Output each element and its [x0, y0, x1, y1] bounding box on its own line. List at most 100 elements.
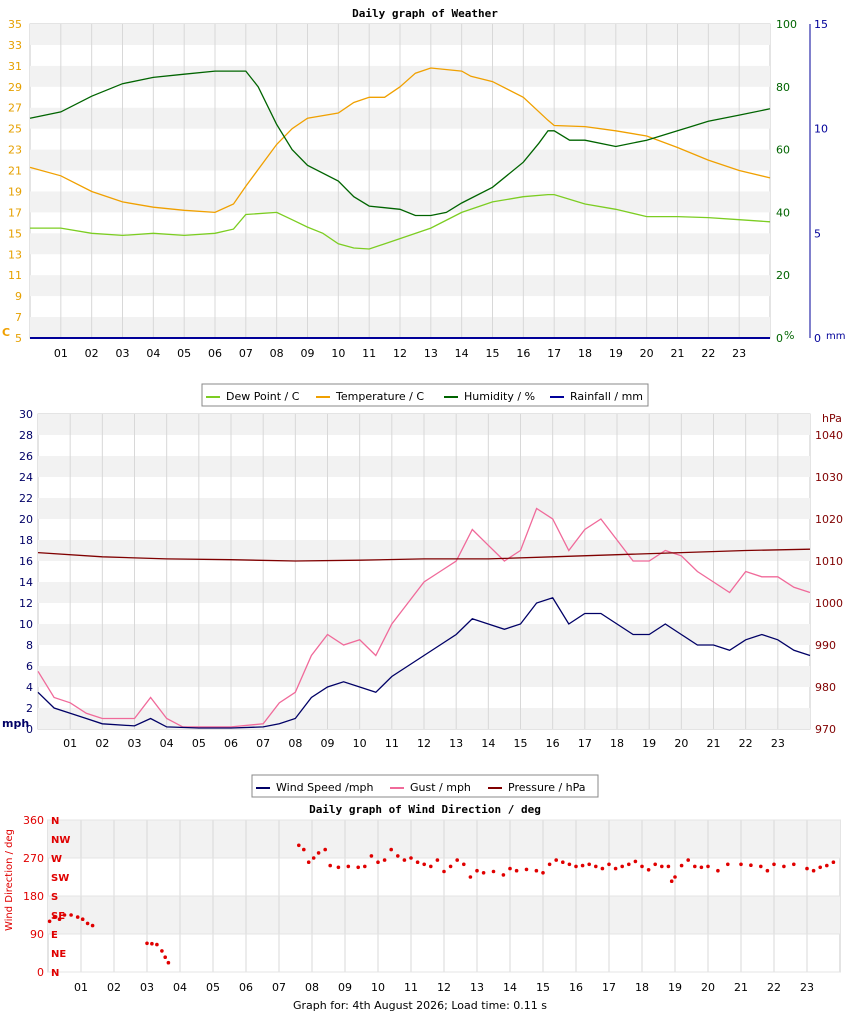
direction-point — [660, 864, 664, 869]
temp-tick: 9 — [15, 290, 22, 303]
legend-pressure: Pressure / hPa — [508, 781, 586, 794]
direction-point — [323, 847, 328, 852]
direction-point — [311, 856, 316, 860]
legend-temp: Temperature / C — [335, 390, 424, 403]
direction-point — [749, 863, 753, 867]
pressure-tick: 1030 — [815, 471, 843, 484]
speed-tick: 12 — [19, 597, 33, 610]
direction-point — [759, 864, 763, 869]
humidity-tick: 0 — [776, 332, 783, 345]
x-tick: 19 — [609, 347, 623, 360]
direction-point — [62, 913, 67, 917]
direction-x-axis: 01 02 03 04 05 06 07 08 09 10 11 12 13 14 15 16 17 18 19 20… — [74, 981, 814, 994]
x-tick: 04 — [173, 981, 187, 994]
temp-tick: 11 — [8, 269, 22, 282]
x-tick: 12 — [393, 347, 407, 360]
temp-unit-label: C — [2, 326, 10, 339]
x-tick: 17 — [602, 981, 616, 994]
direction-tick: 270 — [23, 852, 44, 865]
x-tick: 02 — [95, 737, 109, 750]
direction-point — [297, 843, 301, 848]
x-tick: 08 — [305, 981, 319, 994]
legend-hum: Humidity / % — [464, 390, 535, 403]
x-tick: 11 — [385, 737, 399, 750]
x-tick: 11 — [362, 347, 376, 360]
x-tick: 08 — [288, 737, 302, 750]
direction-point — [442, 869, 446, 874]
direction-point — [613, 866, 618, 871]
x-tick: 21 — [707, 737, 721, 750]
x-tick: 10 — [331, 347, 345, 360]
x-tick: 09 — [338, 981, 352, 994]
speed-tick: 28 — [19, 429, 33, 442]
direction-point — [409, 856, 413, 860]
direction-point — [455, 858, 460, 862]
direction-point — [47, 919, 52, 924]
direction-point — [666, 864, 671, 869]
direction-tick: 360 — [23, 814, 44, 827]
x-tick: 16 — [516, 347, 530, 360]
compass-label: SW — [51, 873, 69, 884]
direction-ylabel: Wind Direction / deg — [4, 829, 15, 931]
x-tick: 03 — [128, 737, 142, 750]
direction-point — [772, 862, 776, 867]
speed-tick: 10 — [19, 618, 33, 631]
speed-tick: 30 — [19, 408, 33, 421]
direction-point — [75, 915, 80, 919]
direction-point — [150, 941, 154, 946]
weather-temp-axis: 5 7 9 11 13 15 17 19 21 23 25 27 29 31 33 35 — [8, 18, 22, 345]
x-tick: 06 — [239, 981, 253, 994]
direction-point — [160, 949, 164, 953]
humidity-tick: 20 — [776, 269, 790, 282]
series-line — [37, 548, 811, 562]
direction-point — [52, 915, 57, 919]
x-tick: 12 — [417, 737, 431, 750]
rain-tick: 5 — [814, 227, 821, 240]
direction-point — [706, 864, 710, 869]
legend-gust: Gust / mph — [410, 781, 471, 794]
x-tick: 14 — [503, 981, 517, 994]
temp-tick: 29 — [8, 81, 22, 94]
direction-point — [587, 862, 591, 867]
direction-point — [402, 858, 407, 862]
direction-point — [336, 865, 341, 870]
compass-label: S — [51, 892, 58, 903]
direction-point — [831, 860, 836, 864]
direction-point — [415, 860, 420, 864]
direction-point — [306, 860, 311, 864]
speed-tick: 20 — [19, 513, 33, 526]
direction-tick: 0 — [37, 966, 44, 979]
direction-point — [811, 868, 816, 873]
x-tick: 23 — [771, 737, 785, 750]
direction-point — [607, 862, 611, 867]
direction-point — [739, 862, 743, 867]
x-tick: 15 — [486, 347, 500, 360]
x-tick: 03 — [116, 347, 130, 360]
direction-point — [302, 847, 306, 852]
x-tick: 18 — [610, 737, 624, 750]
direction-point — [534, 868, 539, 873]
temp-tick: 7 — [15, 311, 22, 324]
direction-point — [389, 847, 394, 852]
compass-label: N — [51, 816, 59, 827]
direction-point — [716, 868, 720, 873]
direction-point — [90, 923, 95, 928]
direction-point — [69, 913, 73, 917]
x-tick: 10 — [371, 981, 385, 994]
direction-tick: 90 — [30, 928, 44, 941]
x-tick: 10 — [353, 737, 367, 750]
weather-legend: Dew Point / C Temperature / C Humidity /… — [201, 383, 649, 407]
direction-point — [166, 960, 171, 965]
direction-point — [547, 862, 552, 867]
temp-tick: 17 — [8, 206, 22, 219]
direction-point — [825, 863, 829, 868]
x-tick: 07 — [239, 347, 253, 360]
speed-tick: 26 — [19, 450, 33, 463]
x-tick: 19 — [668, 981, 682, 994]
x-tick: 22 — [739, 737, 753, 750]
temp-tick: 25 — [8, 123, 22, 136]
rain-unit-label: mm — [826, 331, 845, 342]
wind-legend: Wind Speed /mph Gust / mph Pressure / hP… — [251, 774, 599, 798]
x-tick: 13 — [470, 981, 484, 994]
